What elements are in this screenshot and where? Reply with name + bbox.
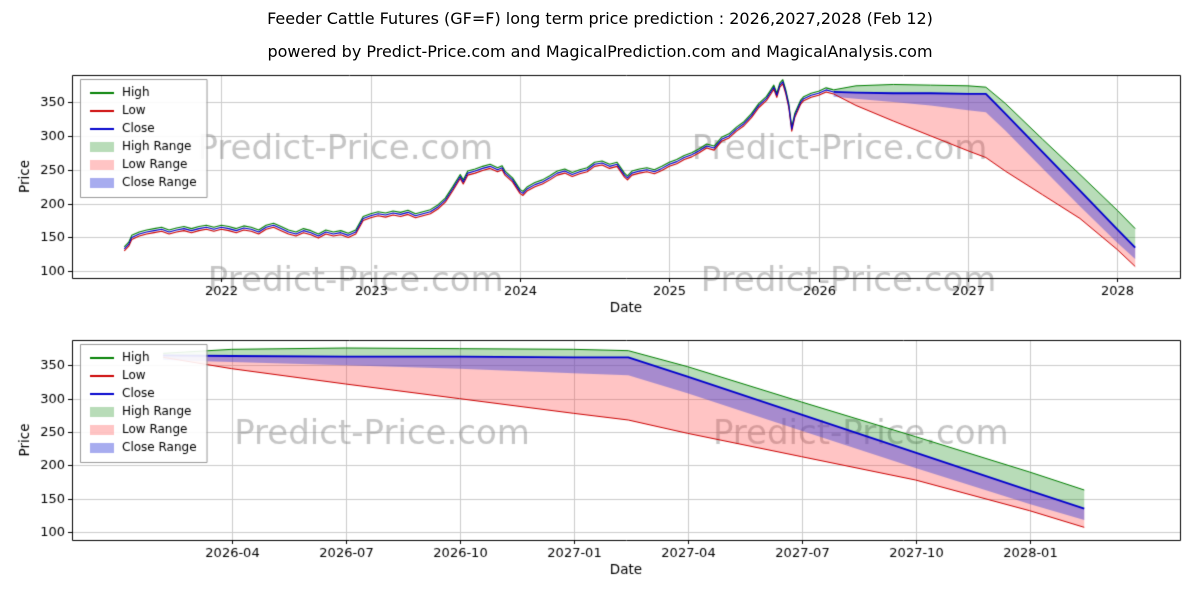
chart-title: Feeder Cattle Futures (GF=F) long term p… <box>267 9 933 28</box>
chart-subtitle: powered by Predict-Price.com and Magical… <box>267 42 933 61</box>
